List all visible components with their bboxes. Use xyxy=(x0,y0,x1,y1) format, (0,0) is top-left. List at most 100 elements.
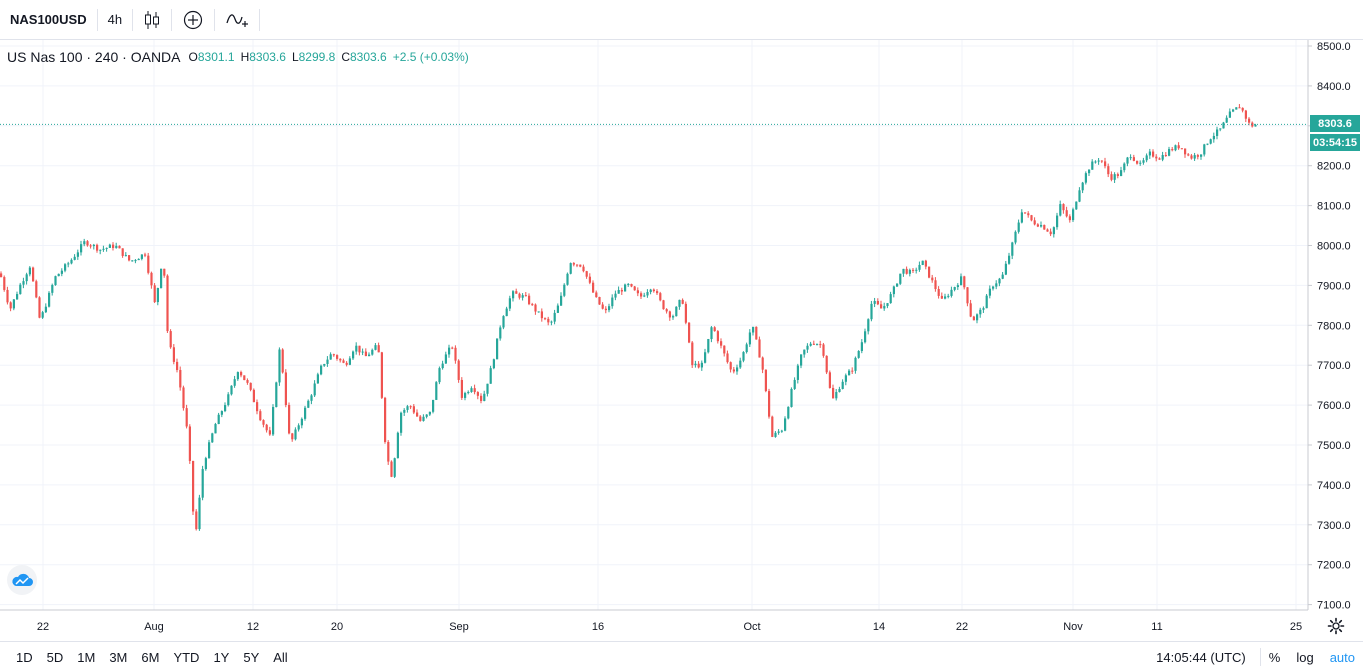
candle-body xyxy=(179,369,182,388)
candle-body xyxy=(624,284,627,292)
candle-body xyxy=(678,299,681,307)
candle-body xyxy=(864,331,867,343)
candle-body xyxy=(1081,182,1084,191)
candle-body xyxy=(1020,212,1023,223)
candle-body xyxy=(147,255,150,273)
candle-body xyxy=(483,393,486,401)
candle-body xyxy=(86,241,89,246)
date-range-buttons: 1D 5D 1M 3M 6M YTD 1Y 5Y All xyxy=(0,650,295,665)
candle-body xyxy=(515,291,518,294)
candle-body xyxy=(944,296,947,299)
range-1d-button[interactable]: 1D xyxy=(16,649,33,665)
log-scale-button[interactable]: log xyxy=(1296,649,1314,665)
time-tick-label: Nov xyxy=(1063,621,1083,633)
candle-body xyxy=(1152,151,1155,157)
legend-close-value: 8303.6 xyxy=(350,50,387,64)
chart-settings-button[interactable] xyxy=(1325,615,1347,637)
candle-body xyxy=(777,431,780,433)
candle-body xyxy=(99,249,102,251)
candle-body xyxy=(384,397,387,442)
candle-body xyxy=(444,354,447,364)
candle-body xyxy=(464,393,467,398)
percent-scale-button[interactable]: % xyxy=(1268,649,1281,665)
symbol-search-button[interactable]: NAS100USD xyxy=(10,12,87,27)
time-tick-label: 14 xyxy=(873,621,885,633)
candle-body xyxy=(704,352,707,363)
candle-body xyxy=(931,277,934,281)
tradingview-logo-button[interactable] xyxy=(7,565,37,595)
price-tick-label: 8500.0 xyxy=(1317,41,1351,53)
candle-body xyxy=(934,280,937,290)
range-5y-button[interactable]: 5Y xyxy=(243,649,260,665)
candle-body xyxy=(985,295,988,309)
candle-body xyxy=(1129,157,1132,159)
candle-body xyxy=(448,347,451,355)
candle-body xyxy=(25,274,28,282)
candle-body xyxy=(758,339,761,358)
candle-body xyxy=(32,267,35,282)
candle-body xyxy=(697,363,700,368)
candle-body xyxy=(537,311,540,313)
candle-body xyxy=(867,319,870,332)
candle-body xyxy=(1203,144,1206,155)
candle-body xyxy=(80,244,83,253)
candle-body xyxy=(1049,231,1052,235)
price-chart[interactable]: 8500.08400.08300.08200.08100.08000.07900… xyxy=(0,40,1363,641)
candle-series xyxy=(0,104,1257,531)
candle-body xyxy=(188,426,191,461)
candle-body xyxy=(1142,160,1145,163)
candle-body xyxy=(1139,162,1142,164)
candle-body xyxy=(1094,161,1097,163)
range-5d-button[interactable]: 5D xyxy=(46,649,64,665)
candle-body xyxy=(44,306,47,313)
candle-body xyxy=(688,322,691,343)
candle-body xyxy=(825,355,828,373)
candle-body xyxy=(435,382,438,400)
candle-body xyxy=(19,284,22,295)
time-scale[interactable]: 22 Aug 12 20 Sep 16 Oct 14 22 Nov 11 25 xyxy=(37,621,1302,633)
bottom-toolbar: 1D 5D 1M 3M 6M YTD 1Y 5Y All 14:05:44 (U… xyxy=(0,641,1363,672)
candle-body xyxy=(131,260,134,262)
candle-body xyxy=(361,351,364,353)
range-ytd-button[interactable]: YTD xyxy=(173,649,200,665)
candle-body xyxy=(467,391,470,394)
candle-body xyxy=(643,295,646,297)
candle-body xyxy=(380,352,383,398)
range-1m-button[interactable]: 1M xyxy=(77,649,96,665)
candle-body xyxy=(201,469,204,498)
candle-body xyxy=(6,289,9,303)
compare-button[interactable] xyxy=(172,0,214,40)
candle-body xyxy=(809,343,812,346)
candle-body xyxy=(1046,229,1049,232)
range-6m-button[interactable]: 6M xyxy=(141,649,160,665)
legend-open-key: O xyxy=(188,50,198,64)
candle-body xyxy=(1110,174,1113,180)
chart-legend: US Nas 100 · 240 · OANDA O8301.1 H8303.6… xyxy=(7,49,469,65)
candle-body xyxy=(1068,216,1071,221)
candle-body xyxy=(752,326,755,333)
candle-body xyxy=(265,424,268,431)
candle-body xyxy=(1011,242,1014,256)
range-1y-button[interactable]: 1Y xyxy=(213,649,230,665)
candle-body xyxy=(252,389,255,403)
candle-body xyxy=(710,327,713,340)
price-tick-label: 7500.0 xyxy=(1317,440,1351,452)
interval-button[interactable]: 4h xyxy=(107,12,123,27)
candle-body xyxy=(1004,263,1007,275)
time-tick-label: 22 xyxy=(37,621,49,633)
chart-type-button[interactable] xyxy=(133,0,171,40)
utc-clock[interactable]: 14:05:44 (UTC) xyxy=(1156,649,1246,665)
price-tick-label: 8100.0 xyxy=(1317,201,1351,213)
candle-body xyxy=(736,367,739,372)
range-3m-button[interactable]: 3M xyxy=(109,649,128,665)
legend-title[interactable]: US Nas 100 · 240 · OANDA xyxy=(7,49,181,65)
candle-body xyxy=(553,312,556,322)
candle-body xyxy=(291,433,294,440)
range-all-button[interactable]: All xyxy=(273,649,288,665)
candle-body xyxy=(492,359,495,369)
indicators-button[interactable] xyxy=(215,0,259,40)
grid-lines xyxy=(0,40,1308,610)
candle-body xyxy=(195,511,198,530)
auto-scale-button[interactable]: auto xyxy=(1329,649,1355,665)
candle-body xyxy=(1148,151,1151,156)
